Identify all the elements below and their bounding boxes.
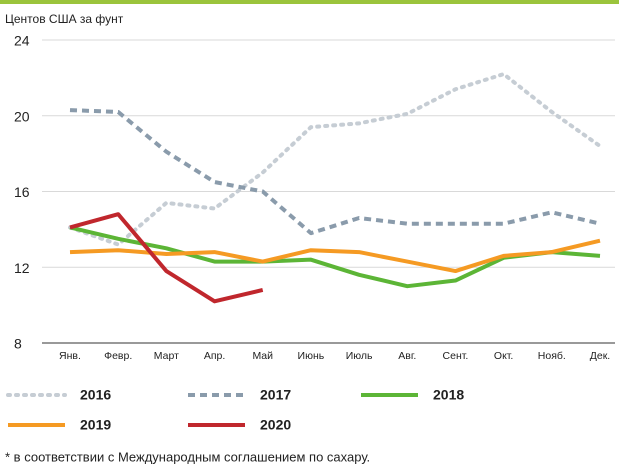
x-tick-label: Март xyxy=(154,350,179,362)
footnote: * в соответствии с Международным соглаше… xyxy=(5,449,370,464)
x-tick-label: Июнь xyxy=(298,350,325,362)
series-line xyxy=(69,212,264,304)
legend-label: 2020 xyxy=(260,417,291,433)
y-tick-label: 12 xyxy=(14,260,30,276)
legend-label: 2017 xyxy=(260,387,291,403)
x-tick-label: Окт. xyxy=(494,350,513,362)
y-tick-label: 8 xyxy=(14,336,22,352)
x-tick-label: Янв. xyxy=(59,350,81,362)
x-tick-label: Июль xyxy=(346,350,373,362)
legend-label: 2016 xyxy=(80,387,111,403)
x-tick-label: Апр. xyxy=(204,350,225,362)
y-tick-label: 20 xyxy=(14,108,30,124)
legend-label: 2018 xyxy=(433,387,464,403)
x-tick-label: Февр. xyxy=(104,350,132,362)
x-tick-label: Сент. xyxy=(443,350,469,362)
y-axis-label: Центов США за фунт xyxy=(5,12,124,26)
top-stripe xyxy=(0,0,619,4)
x-tick-label: Май xyxy=(252,350,273,362)
series-line xyxy=(68,72,602,247)
x-tick-label: Дек. xyxy=(590,350,610,362)
y-tick-label: 24 xyxy=(14,33,30,49)
series-line xyxy=(69,225,601,289)
x-tick-label: Нояб. xyxy=(538,350,566,362)
legend-label: 2019 xyxy=(80,417,111,433)
series-line xyxy=(69,108,601,236)
y-tick-label: 16 xyxy=(14,184,30,200)
x-tick-label: Авг. xyxy=(398,350,416,362)
series-line xyxy=(69,238,601,274)
